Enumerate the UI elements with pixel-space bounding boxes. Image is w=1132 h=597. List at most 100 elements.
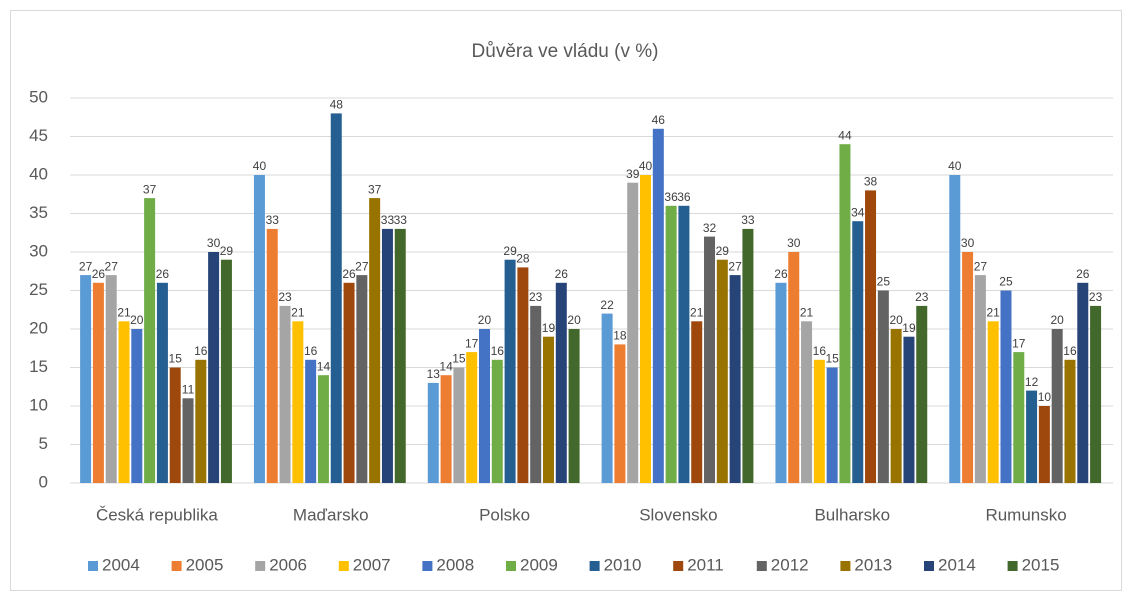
bar [491, 359, 503, 483]
bar [601, 313, 613, 483]
legend-swatch [255, 561, 266, 571]
bar [1090, 305, 1102, 483]
legend-swatch [88, 561, 98, 571]
data-label: 32 [703, 221, 717, 235]
legend-label: 2008 [436, 555, 474, 574]
data-label: 33 [741, 213, 755, 227]
legend-label: 2012 [771, 555, 809, 574]
legend-label: 2011 [687, 555, 724, 574]
bar [555, 282, 567, 483]
y-tick-label: 15 [29, 357, 48, 376]
data-label: 21 [800, 305, 814, 319]
bar [627, 182, 639, 483]
data-label: 21 [291, 305, 305, 319]
bar [466, 352, 478, 483]
bar [530, 305, 542, 483]
bar [156, 282, 168, 483]
bar [890, 329, 902, 483]
bar [1064, 359, 1076, 483]
y-tick-label: 10 [29, 395, 48, 414]
bar [962, 252, 974, 483]
data-label: 12 [1025, 375, 1039, 389]
bar [1026, 390, 1038, 483]
data-label: 20 [889, 313, 903, 327]
data-label: 15 [452, 352, 466, 366]
data-label: 30 [787, 236, 801, 250]
data-label: 34 [851, 205, 865, 219]
data-label: 39 [626, 167, 640, 181]
bar [144, 198, 156, 483]
data-label: 23 [1089, 290, 1103, 304]
bar [640, 175, 652, 483]
bar [504, 259, 516, 483]
bar [517, 267, 529, 483]
legend-label: 2015 [1022, 555, 1060, 574]
bar [105, 275, 117, 483]
bar [716, 259, 728, 483]
y-tick-label: 35 [29, 203, 48, 222]
data-label: 21 [987, 305, 1001, 319]
legend-label: 2009 [520, 555, 558, 574]
y-tick-label: 0 [39, 472, 48, 491]
legend-swatch [840, 561, 851, 571]
bar [839, 144, 851, 483]
data-label: 27 [974, 259, 988, 273]
data-label: 21 [117, 305, 131, 319]
legend-label: 2014 [938, 555, 976, 574]
x-tick-label: Rumunsko [985, 505, 1066, 524]
bar [729, 275, 741, 483]
bar [453, 367, 465, 483]
data-label: 15 [825, 352, 839, 366]
legend-swatch [506, 561, 516, 571]
bar [266, 228, 278, 483]
data-label: 46 [652, 113, 666, 127]
data-label: 36 [677, 190, 691, 204]
data-label: 13 [427, 367, 441, 381]
data-label: 25 [877, 275, 891, 289]
y-tick-label: 40 [29, 164, 48, 183]
y-tick-label: 30 [29, 241, 48, 260]
data-label: 11 [182, 382, 195, 396]
x-tick-label: Polsko [479, 505, 530, 524]
y-tick-label: 50 [29, 87, 48, 106]
bar [813, 359, 825, 483]
data-label: 26 [555, 267, 569, 281]
bar [974, 275, 986, 483]
bar [118, 321, 130, 483]
legend-swatch [171, 561, 182, 571]
data-label: 26 [1076, 267, 1090, 281]
data-label: 33 [381, 213, 395, 227]
data-label: 27 [79, 259, 93, 273]
bar [665, 205, 677, 484]
data-label: 40 [948, 159, 962, 173]
data-label: 27 [728, 259, 742, 273]
data-label: 33 [394, 213, 408, 227]
data-label: 17 [1012, 336, 1026, 350]
data-label: 37 [143, 182, 157, 196]
bar [678, 205, 690, 484]
bar [1013, 352, 1025, 483]
data-label: 44 [838, 128, 852, 142]
data-label: 30 [961, 236, 975, 250]
data-label: 16 [813, 344, 827, 358]
bar [877, 290, 889, 483]
legend-swatch [756, 561, 767, 571]
x-tick-label: Bulharsko [814, 505, 890, 524]
bar [292, 321, 304, 483]
data-label: 38 [864, 175, 878, 189]
data-label: 20 [478, 313, 492, 327]
legend-swatch [589, 561, 600, 571]
legend-label: 2013 [854, 555, 892, 574]
data-label: 40 [639, 159, 653, 173]
data-label: 22 [600, 298, 614, 312]
data-label: 37 [368, 182, 382, 196]
data-label: 23 [278, 290, 292, 304]
bar [220, 259, 232, 483]
bar [478, 329, 490, 483]
bar [80, 275, 92, 483]
legend-swatch [1007, 561, 1018, 571]
data-label: 40 [253, 159, 267, 173]
data-label: 16 [304, 344, 318, 358]
bar [614, 344, 626, 483]
